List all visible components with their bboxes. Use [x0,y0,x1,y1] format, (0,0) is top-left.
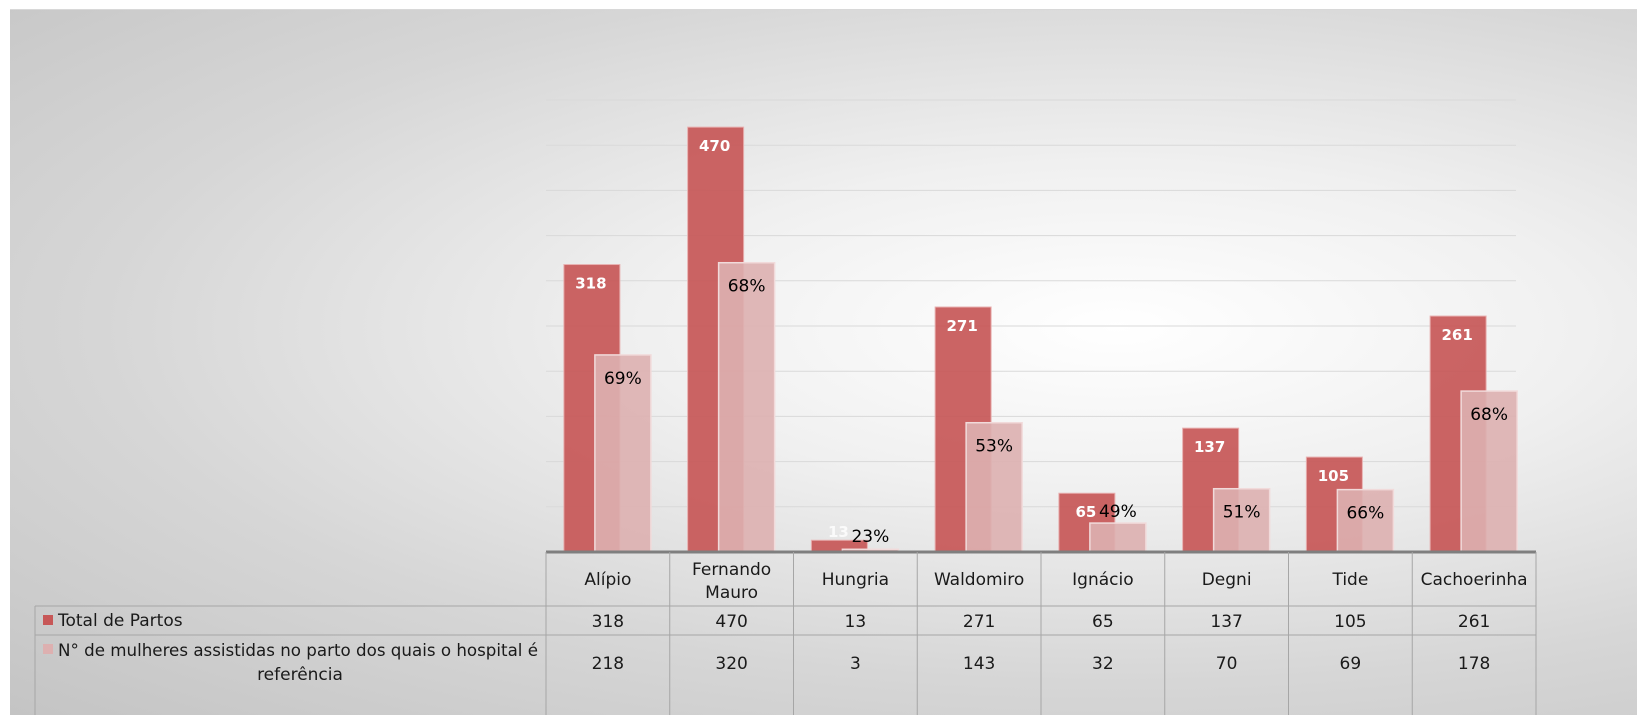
legend-label-mulheres: N° de mulheres assistidas no parto dos q… [58,641,538,661]
bar-mulheres-assistidas [1089,522,1147,553]
table-cell-mulheres: 143 [963,654,995,674]
table-cell-total: 261 [1458,612,1490,632]
table-cell-mulheres: 218 [592,654,624,674]
bar-mulheres-assistidas [717,261,776,553]
table-cell-mulheres: 320 [715,654,747,674]
legend-key-total [43,615,53,625]
bar-mulheres-assistidas [965,421,1023,553]
category-label: Fernando [692,560,771,580]
chart-area: 318 69% 470 68% 13 23% 271 53% 65 49% 137 51% 105 66%… [10,9,1637,715]
data-label-total: 261 [1441,326,1472,344]
data-label-percent: 68% [728,277,766,297]
table-cell-mulheres: 178 [1458,654,1490,674]
data-label-percent: 53% [975,437,1013,457]
category-label: Cachoerinha [1421,570,1528,590]
data-label-total: 65 [1075,503,1096,521]
table-cell-mulheres: 69 [1340,654,1362,674]
data-label-total: 105 [1318,467,1349,485]
data-label-percent: 66% [1346,504,1384,524]
category-label: Hungria [822,570,889,590]
category-label: Waldomiro [934,570,1024,590]
legend-key-mulheres [43,644,53,654]
data-label-total: 137 [1194,438,1225,456]
table-cell-mulheres: 32 [1092,654,1114,674]
table-cell-mulheres: 70 [1216,654,1238,674]
table-cell-mulheres: 3 [850,654,861,674]
legend-label-total: Total de Partos [57,611,183,631]
data-label-total: 271 [946,317,977,335]
data-label-total: 470 [699,137,730,155]
bar-mulheres-assistidas [1336,488,1395,553]
legend-label-mulheres-cont: referência [257,665,343,685]
data-label-total: 13 [828,523,849,541]
category-label: Degni [1202,570,1252,590]
category-label: Tide [1331,570,1368,590]
bar-mulheres-assistidas [594,354,652,553]
data-label-percent: 68% [1470,405,1508,425]
data-table: Alípio 318 218 Fernando Mauro 470 320 Hungria 13… [34,552,1537,715]
table-cell-total: 470 [715,612,747,632]
bar-mulheres-assistidas [1212,487,1271,553]
table-cell-total: 105 [1334,612,1366,632]
table-cell-total: 65 [1092,612,1114,632]
table-cell-total: 271 [963,612,995,632]
data-labels: 318 69% 470 68% 13 23% 271 53% 65 49% 137 51% 105 66%… [575,137,1508,547]
table-cell-total: 137 [1210,612,1242,632]
bar-mulheres-assistidas [1460,390,1518,553]
data-label-total: 318 [575,275,606,293]
category-label: Alípio [584,570,631,590]
data-label-percent: 69% [604,369,642,389]
data-label-percent: 51% [1223,503,1261,523]
data-label-percent: 23% [851,527,889,547]
category-label: Ignácio [1072,570,1133,590]
table-cell-total: 318 [592,612,624,632]
data-label-percent: 49% [1099,502,1137,522]
category-label: Mauro [705,583,758,603]
table-cell-total: 13 [845,612,867,632]
